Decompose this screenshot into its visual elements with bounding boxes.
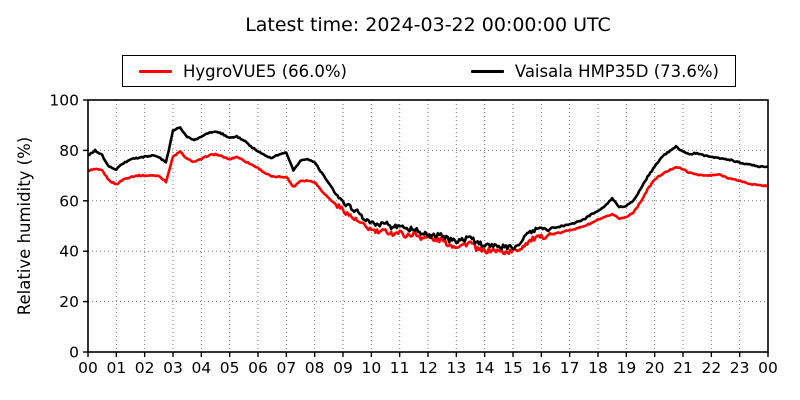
x-tick-label: 09 [333,359,353,377]
x-tick-label: 12 [418,359,438,377]
x-tick-label: 17 [560,359,580,377]
legend-line-swatch-vaisala [470,69,504,73]
x-tick-label: 22 [701,359,721,377]
x-tick-label: 01 [106,359,126,377]
y-tick-label: 20 [59,293,79,311]
x-tick-label: 16 [531,359,551,377]
x-tick-label: 21 [673,359,693,377]
x-tick-label: 04 [191,359,211,377]
x-tick-label: 13 [446,359,466,377]
x-tick-label: 06 [248,359,268,377]
x-tick-label: 20 [645,359,665,377]
legend-line-swatch-hygrovue5 [139,69,172,73]
x-tick-label: 10 [361,359,381,377]
x-tick-label: 05 [220,359,240,377]
y-tick-label: 80 [59,142,79,160]
chart-title: Latest time: 2024-03-22 00:00:00 UTC [245,14,611,36]
x-tick-label: 03 [163,359,183,377]
x-tick-label: 14 [475,359,495,377]
y-tick-label: 40 [59,243,79,261]
legend-item-vaisala: Vaisala HMP35D (73.6%) [470,61,719,81]
y-tick-label: 100 [49,92,79,110]
legend-label-hygrovue5: HygroVUE5 (66.0%) [183,61,347,81]
x-tick-label: 07 [276,359,296,377]
y-axis-label: Relative humidity (%) [15,137,34,315]
legend-label-vaisala: Vaisala HMP35D (73.6%) [514,61,719,81]
x-tick-label: 19 [616,359,636,377]
x-tick-label: 00 [78,359,98,377]
series-line-vaisala [87,126,769,251]
x-tick-label: 15 [503,359,523,377]
x-tick-label: 08 [305,359,325,377]
x-tick-label: 02 [135,359,155,377]
series-line-hygrovue5 [87,150,769,256]
x-tick-label: 11 [390,359,410,377]
x-tick-label: 00 [758,359,778,377]
legend-item-hygrovue5: HygroVUE5 (66.0%) [139,62,347,81]
legend-box: HygroVUE5 (66.0%) Vaisala HMP35D (73.6%) [122,55,736,87]
y-tick-label: 60 [59,192,79,210]
x-tick-label: 23 [730,359,750,377]
y-tick-label: 0 [69,344,79,362]
x-tick-label: 18 [588,359,608,377]
